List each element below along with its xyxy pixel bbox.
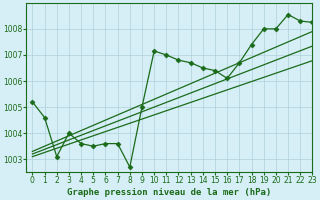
X-axis label: Graphe pression niveau de la mer (hPa): Graphe pression niveau de la mer (hPa) xyxy=(67,188,271,197)
